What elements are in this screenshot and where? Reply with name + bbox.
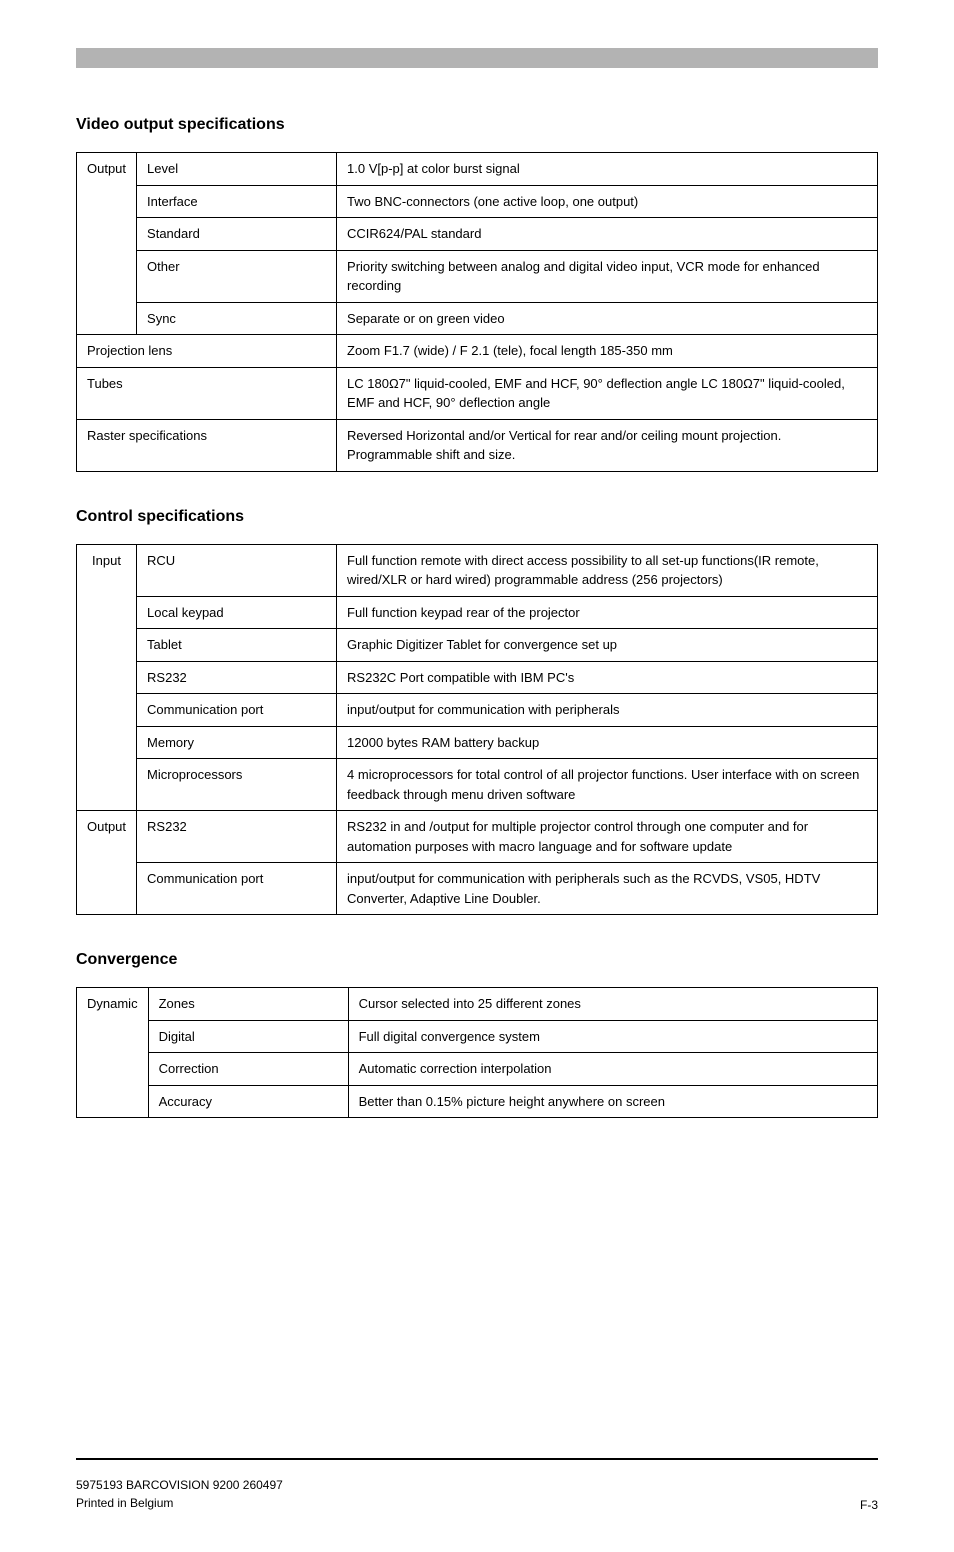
spec-label: Level <box>137 153 337 186</box>
spec-label: Communication port <box>137 863 337 915</box>
control-table: Input RCU Full function remote with dire… <box>76 544 878 916</box>
spec-value: 4 microprocessors for total control of a… <box>337 759 878 811</box>
footer-page-number: F-3 <box>860 1498 878 1512</box>
footer-printed-in: Printed in Belgium <box>76 1494 283 1512</box>
footer-doc-id: 5975193 BARCOVISION 9200 260497 <box>76 1476 283 1494</box>
spec-label: Standard <box>137 218 337 251</box>
spec-value: 12000 bytes RAM battery backup <box>337 726 878 759</box>
footer-left: 5975193 BARCOVISION 9200 260497 Printed … <box>76 1476 283 1512</box>
spec-label: Zones <box>148 988 348 1021</box>
spec-label: Interface <box>137 185 337 218</box>
spec-label: Memory <box>137 726 337 759</box>
spec-label: RCU <box>137 544 337 596</box>
section-heading-convergence: Convergence <box>76 951 878 969</box>
spec-value: 1.0 V[p-p] at color burst signal <box>337 153 878 186</box>
spec-value: CCIR624/PAL standard <box>337 218 878 251</box>
spec-value: Priority switching between analog and di… <box>337 250 878 302</box>
spec-label: Tubes <box>77 367 337 419</box>
spec-label: Digital <box>148 1020 348 1053</box>
spec-value: Full function keypad rear of the project… <box>337 596 878 629</box>
spec-value: input/output for communication with peri… <box>337 863 878 915</box>
page-footer: 5975193 BARCOVISION 9200 260497 Printed … <box>76 1476 878 1512</box>
spec-value: Reversed Horizontal and/or Vertical for … <box>337 419 878 471</box>
spec-label: Other <box>137 250 337 302</box>
spec-value: LC 180Ω7" liquid-cooled, EMF and HCF, 90… <box>337 367 878 419</box>
convergence-table: Dynamic Zones Cursor selected into 25 di… <box>76 987 878 1118</box>
spec-value: Graphic Digitizer Tablet for convergence… <box>337 629 878 662</box>
spec-value: input/output for communication with peri… <box>337 694 878 727</box>
spec-value: Separate or on green video <box>337 302 878 335</box>
spec-label: RS232 <box>137 661 337 694</box>
group-label-output: Output <box>77 153 137 335</box>
spec-label: Sync <box>137 302 337 335</box>
spec-value: Two BNC-connectors (one active loop, one… <box>337 185 878 218</box>
spec-value: Cursor selected into 25 different zones <box>348 988 877 1021</box>
section-heading-control: Control specifications <box>76 508 878 526</box>
group-label-input: Input <box>77 544 137 811</box>
spec-value: RS232C Port compatible with IBM PC's <box>337 661 878 694</box>
spec-value: Automatic correction interpolation <box>348 1053 877 1086</box>
group-label-output: Output <box>77 811 137 915</box>
spec-label: Correction <box>148 1053 348 1086</box>
spec-label: Raster specifications <box>77 419 337 471</box>
spec-value: Zoom F1.7 (wide) / F 2.1 (tele), focal l… <box>337 335 878 368</box>
spec-value: RS232 in and /output for multiple projec… <box>337 811 878 863</box>
spec-label: Communication port <box>137 694 337 727</box>
section-heading-video-output: Video output specifications <box>76 116 878 134</box>
spec-value: Better than 0.15% picture height anywher… <box>348 1085 877 1118</box>
spec-label: Projection lens <box>77 335 337 368</box>
spec-label: Accuracy <box>148 1085 348 1118</box>
footer-rule <box>76 1458 878 1460</box>
video-output-table: Output Level 1.0 V[p-p] at color burst s… <box>76 152 878 472</box>
header-bar <box>76 48 878 68</box>
spec-label: Microprocessors <box>137 759 337 811</box>
group-label-dynamic: Dynamic <box>77 988 149 1118</box>
spec-value: Full function remote with direct access … <box>337 544 878 596</box>
spec-label: Tablet <box>137 629 337 662</box>
spec-value: Full digital convergence system <box>348 1020 877 1053</box>
spec-label: RS232 <box>137 811 337 863</box>
spec-label: Local keypad <box>137 596 337 629</box>
